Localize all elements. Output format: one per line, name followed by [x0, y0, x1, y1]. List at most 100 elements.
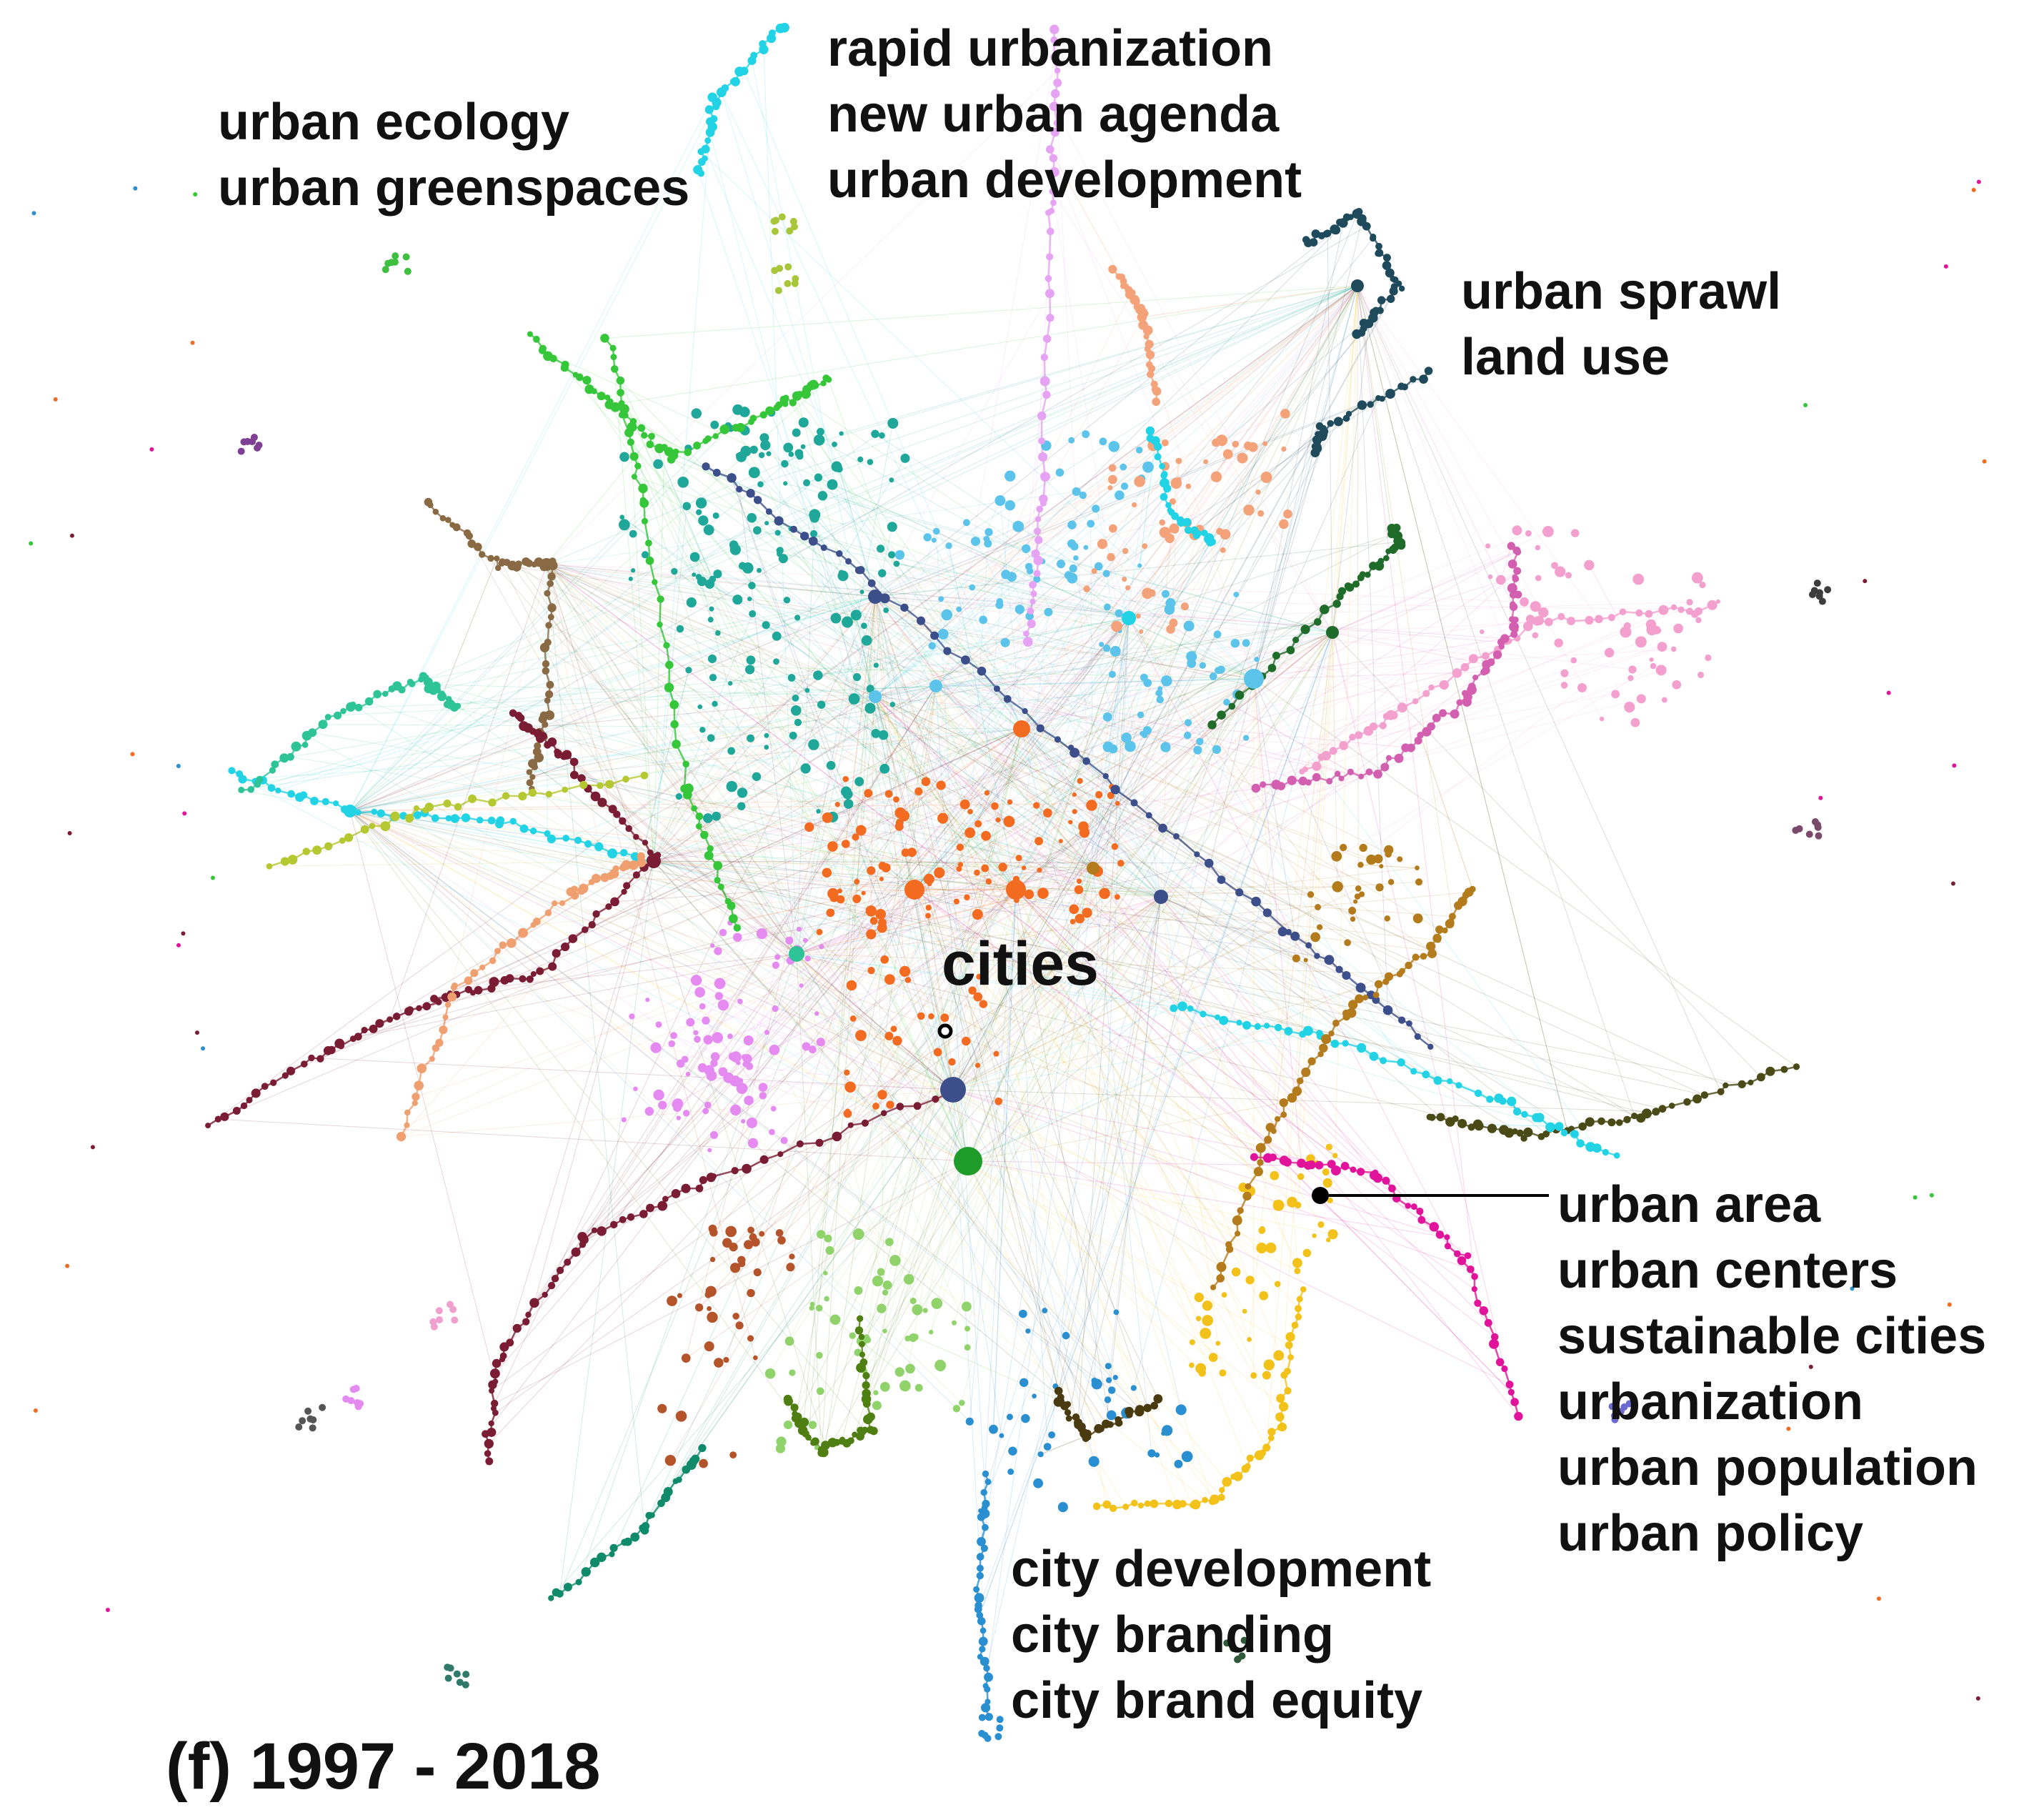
edge — [914, 889, 1224, 1021]
keyword-node — [1384, 972, 1394, 981]
keyword-node — [579, 883, 589, 894]
keyword-node — [852, 1228, 864, 1240]
label-cities: cities — [942, 930, 1099, 998]
keyword-node — [1317, 1221, 1325, 1228]
edge — [826, 678, 1255, 1299]
edge — [594, 617, 1130, 1231]
keyword-node — [694, 987, 705, 998]
keyword-node — [176, 763, 181, 768]
edge — [729, 896, 1162, 1037]
keyword-node — [1513, 567, 1522, 575]
keyword-node — [704, 1341, 714, 1352]
edge — [967, 1160, 1100, 1429]
keyword-node — [392, 252, 399, 260]
keyword-node — [633, 834, 639, 840]
keyword-node — [1115, 490, 1125, 500]
keyword-node — [1479, 1306, 1489, 1316]
edge — [339, 728, 1022, 1044]
keyword-node — [254, 444, 261, 452]
edge — [653, 860, 1551, 1128]
edge — [874, 596, 1117, 627]
keyword-node — [592, 873, 601, 883]
edge — [935, 685, 1635, 1117]
keyword-node — [582, 376, 592, 385]
edge — [344, 728, 1022, 810]
keyword-node — [488, 1420, 494, 1427]
keyword-node — [618, 519, 630, 531]
keyword-node — [641, 1522, 650, 1531]
keyword-node — [796, 926, 802, 932]
edge — [349, 810, 962, 1403]
keyword-node — [29, 541, 34, 546]
keyword-node — [1221, 1292, 1227, 1298]
keyword-node — [1219, 1487, 1225, 1493]
keyword-node — [850, 610, 862, 621]
keyword-node — [816, 809, 821, 814]
edge — [1160, 776, 1362, 897]
keyword-node — [776, 1436, 787, 1447]
edge — [914, 645, 1661, 890]
edge — [952, 936, 1316, 1090]
keyword-node — [913, 1307, 922, 1316]
keyword-node — [747, 56, 757, 65]
edge — [551, 685, 937, 1286]
keyword-node — [834, 802, 840, 807]
keyword-node — [878, 730, 889, 740]
keyword-node — [1661, 697, 1667, 703]
keyword-node — [1373, 854, 1383, 864]
keyword-node — [1275, 1115, 1281, 1123]
keyword-node — [1490, 1333, 1499, 1341]
keyword-node — [974, 869, 980, 876]
keyword-node — [1285, 1332, 1295, 1342]
keyword-node — [893, 560, 900, 567]
keyword-node — [238, 775, 247, 784]
keyword-node — [964, 827, 976, 838]
keyword-node — [1597, 1117, 1605, 1125]
keyword-node — [1499, 1125, 1509, 1135]
edge — [874, 379, 1424, 597]
keyword-node — [1254, 1023, 1261, 1030]
keyword-node — [880, 1110, 887, 1117]
keyword-node — [1231, 1267, 1241, 1277]
keyword-node — [1087, 519, 1095, 528]
keyword-node — [784, 279, 792, 287]
keyword-node — [1300, 1286, 1307, 1293]
keyword-node — [333, 800, 339, 807]
keyword-node — [1512, 525, 1522, 536]
keyword-node — [1277, 927, 1287, 937]
keyword-node — [337, 1042, 345, 1050]
keyword-node — [695, 822, 702, 830]
keyword-node — [1262, 1371, 1271, 1380]
keyword-node — [729, 78, 737, 85]
edge — [546, 564, 1261, 1251]
keyword-node — [826, 908, 835, 918]
keyword-node — [657, 595, 664, 603]
edge — [796, 953, 1223, 1373]
keyword-node — [709, 1256, 716, 1263]
edge — [1015, 889, 1292, 1203]
keyword-node — [1108, 744, 1118, 754]
keyword-node — [1604, 647, 1615, 658]
keyword-node — [753, 1268, 762, 1277]
keyword-node — [1203, 459, 1209, 464]
keyword-node — [1234, 1655, 1242, 1663]
edge — [709, 855, 1094, 869]
keyword-node — [1358, 773, 1365, 780]
keyword-node — [1286, 646, 1295, 655]
keyword-node — [869, 917, 878, 925]
keyword-node — [933, 1048, 942, 1057]
keyword-node — [819, 944, 824, 950]
keyword-node — [749, 414, 757, 422]
keyword-node — [1003, 695, 1012, 703]
edge — [704, 835, 1162, 897]
edge — [952, 1033, 1303, 1090]
edge — [349, 422, 894, 812]
edge — [251, 596, 876, 790]
keyword-node — [667, 1296, 677, 1306]
keyword-node — [628, 860, 639, 870]
keyword-node — [983, 1664, 990, 1672]
edge — [349, 397, 1379, 812]
keyword-node — [808, 739, 819, 750]
keyword-node — [1185, 483, 1192, 489]
keyword-node — [1181, 1451, 1193, 1463]
